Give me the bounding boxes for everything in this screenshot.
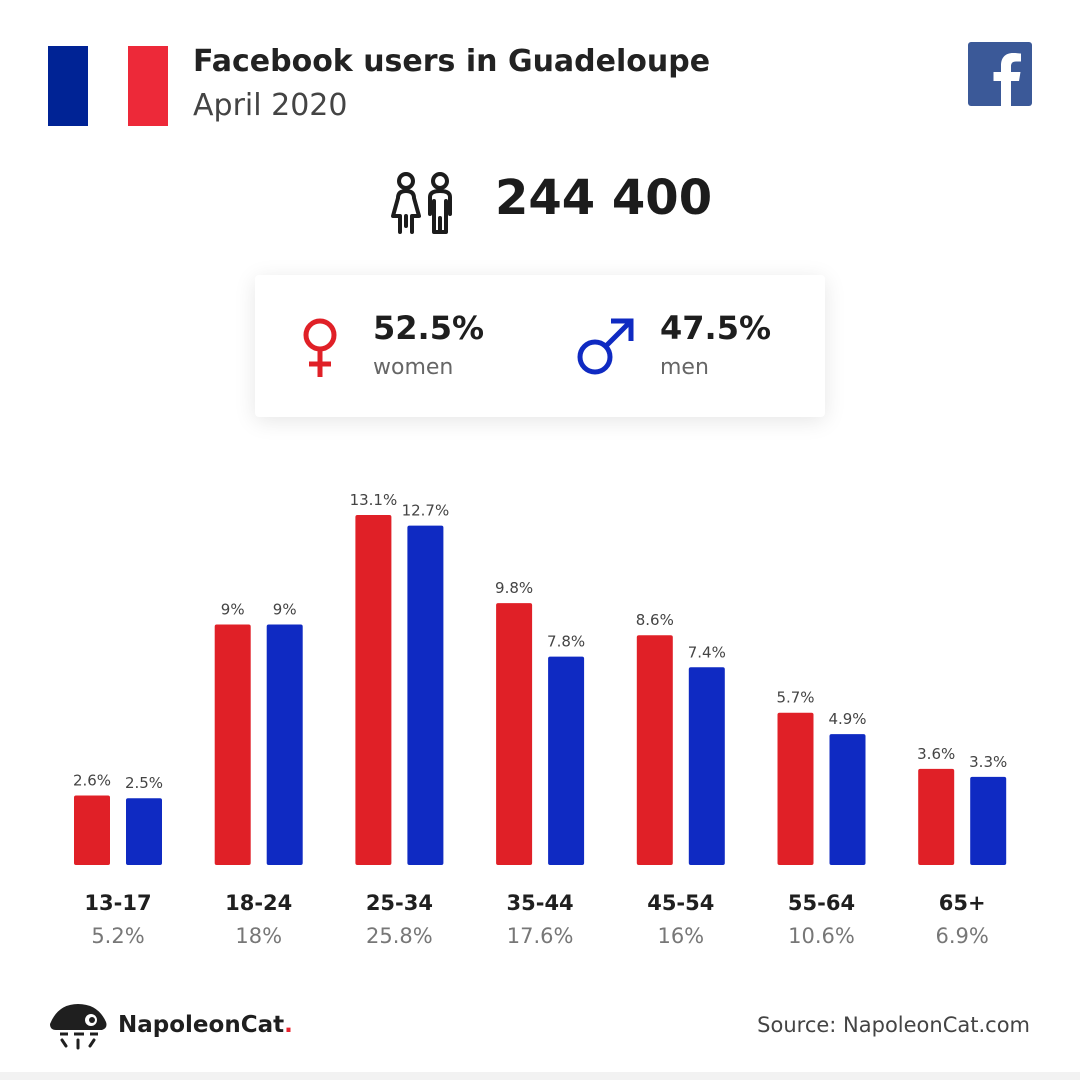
age-group-total-35-44: 17.6% [507, 924, 574, 948]
men-bar-45-54 [688, 667, 725, 865]
age-group-total-65+: 6.9% [936, 924, 989, 948]
women-bar-55-64 [777, 712, 814, 865]
age-group-label-45-54: 45-54 [647, 891, 714, 915]
napoleoncat-logo-icon [50, 1004, 107, 1050]
men-value-label-65+: 3.3% [969, 753, 1007, 771]
women-bar-18-24 [214, 624, 251, 865]
men-bar-55-64 [829, 734, 866, 865]
women-value-label-65+: 3.6% [917, 745, 955, 763]
men-value-label-45-54: 7.4% [688, 643, 726, 661]
age-group-label-35-44: 35-44 [507, 891, 574, 915]
brand-name-text: NapoleonCat [118, 1012, 285, 1038]
women-bar-35-44 [496, 603, 533, 865]
age-group-total-55-64: 10.6% [788, 924, 855, 948]
total-users-value: 244 400 [495, 170, 713, 226]
age-group-label-55-64: 55-64 [788, 891, 855, 915]
brand-name: NapoleonCat. [118, 1012, 293, 1038]
age-group-total-18-24: 18% [235, 924, 282, 948]
men-label: men [660, 355, 709, 380]
men-bar-35-44 [548, 656, 585, 865]
age-group-total-13-17: 5.2% [91, 924, 144, 948]
women-value-label-18-24: 9% [221, 601, 245, 619]
women-percentage: 52.5% [373, 309, 485, 347]
facebook-icon [968, 42, 1032, 106]
bar-chart: 2.6% 2.5% 13-17 5.2% 9% 9% 18-24 18% 13.1%12.7% 2… [73, 491, 1007, 948]
women-value-label-55-64: 5.7% [776, 689, 814, 707]
chart-title: Facebook users in Guadeloupe [193, 44, 711, 79]
napoleoncat-brand: NapoleonCat. [48, 1000, 308, 1052]
age-group-total-25-34: 25.8% [366, 924, 433, 948]
men-percentage: 47.5% [660, 309, 772, 347]
women-value-label-25-34: 13.1% [350, 491, 398, 509]
age-group-label-13-17: 13-17 [84, 891, 151, 915]
men-value-label-55-64: 4.9% [828, 710, 866, 728]
women-bar-25-34 [355, 515, 392, 865]
men-bar-18-24 [266, 624, 303, 865]
male-symbol-icon [577, 318, 634, 375]
men-value-label-35-44: 7.8% [547, 633, 585, 651]
users-icon [388, 170, 460, 240]
chart-subtitle: April 2020 [193, 88, 348, 123]
flag-red-stripe [128, 46, 168, 126]
men-value-label-25-34: 12.7% [402, 502, 450, 520]
flag-blue-stripe [48, 46, 88, 126]
women-value-label-35-44: 9.8% [495, 579, 533, 597]
women-bar-65+ [918, 768, 955, 865]
women-bar-45-54 [636, 635, 673, 865]
women-value-label-45-54: 8.6% [636, 611, 674, 629]
age-group-total-45-54: 16% [657, 924, 704, 948]
men-value-label-18-24: 9% [273, 601, 297, 619]
age-gender-chart: 2.6% 2.5% 13-17 5.2% 9% 9% 18-24 18% 13.1% 12.7% 2… [0, 460, 1080, 960]
women-bar-13-17 [74, 795, 110, 865]
france-flag-icon [48, 46, 168, 126]
female-symbol-icon [303, 318, 337, 377]
men-value-label-13-17: 2.5% [125, 774, 163, 792]
gender-card: 52.5% women 47.5% men [255, 275, 825, 417]
source-text: Source: NapoleonCat.com [757, 1013, 1030, 1037]
age-group-label-25-34: 25-34 [366, 891, 433, 915]
flag-white-stripe [88, 46, 128, 126]
men-bar-65+ [970, 776, 1007, 865]
age-group-label-65+: 65+ [939, 891, 986, 915]
women-label: women [373, 355, 454, 380]
bottom-strip [0, 1072, 1080, 1080]
age-group-label-18-24: 18-24 [225, 891, 292, 915]
men-bar-25-34 [407, 525, 444, 865]
men-bar-13-17 [126, 798, 162, 865]
women-value-label-13-17: 2.6% [73, 772, 111, 790]
brand-dot: . [284, 1012, 293, 1038]
